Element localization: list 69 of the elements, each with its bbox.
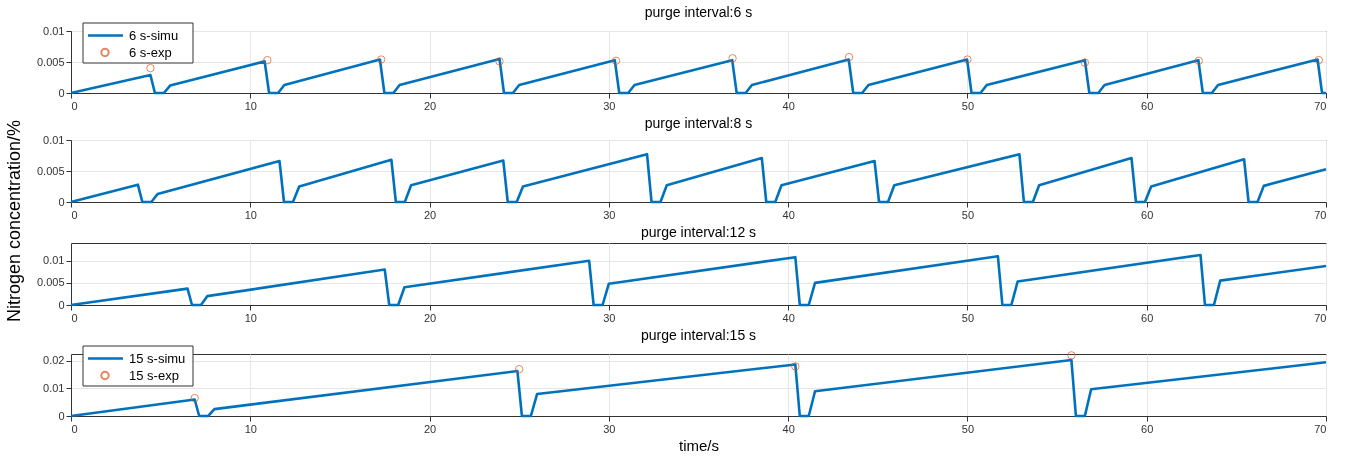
x-tick-label: 40 bbox=[782, 422, 795, 435]
x-tick-label: 60 bbox=[1141, 208, 1154, 221]
legend-label: 15 s-simu bbox=[129, 350, 186, 366]
chart-title: purge interval:15 s bbox=[640, 326, 757, 343]
chart-title: purge interval:6 s bbox=[644, 3, 753, 20]
y-tick-label: 0.01 bbox=[43, 133, 65, 146]
y-tick-label: 0.02 bbox=[43, 354, 65, 367]
x-tick-label: 10 bbox=[244, 422, 257, 435]
y-tick-label: 0.01 bbox=[43, 381, 65, 394]
x-tick-label: 0 bbox=[71, 422, 78, 435]
y-tick-label: 0.005 bbox=[36, 276, 65, 289]
point bbox=[263, 55, 272, 65]
x-tick-label: 20 bbox=[423, 311, 437, 324]
x-tick-label: 10 bbox=[244, 208, 257, 221]
legend-label: 15 s-exp bbox=[129, 367, 179, 383]
point bbox=[146, 64, 155, 73]
legend-label: 6 s-simu bbox=[129, 27, 179, 43]
x-tick-label: 30 bbox=[603, 422, 616, 435]
y-tick-label: 0.005 bbox=[36, 55, 65, 68]
x-tick-label: 60 bbox=[1141, 311, 1154, 324]
x-tick-label: 30 bbox=[603, 208, 616, 221]
x-tick-label: 50 bbox=[961, 99, 975, 112]
x-tick-label: 60 bbox=[1141, 99, 1154, 112]
y-tick-label: 0 bbox=[58, 86, 65, 99]
y-tick-label: 0.01 bbox=[43, 254, 65, 267]
point bbox=[376, 55, 386, 64]
x-axis-title: time/s bbox=[678, 436, 720, 454]
y-tick-label: 0.01 bbox=[43, 24, 65, 37]
x-tick-label: 10 bbox=[244, 99, 257, 112]
x-tick-label: 0 bbox=[71, 99, 78, 112]
x-tick-label: 70 bbox=[1314, 422, 1327, 435]
x-tick-label: 0 bbox=[71, 208, 78, 221]
point bbox=[515, 364, 524, 374]
x-tick-label: 50 bbox=[961, 422, 975, 435]
x-tick-label: 40 bbox=[782, 311, 795, 324]
x-tick-label: 20 bbox=[423, 208, 437, 221]
x-tick-label: 30 bbox=[603, 311, 616, 324]
x-tick-label: 10 bbox=[244, 311, 257, 324]
y-tick-label: 0 bbox=[58, 195, 65, 208]
x-tick-label: 40 bbox=[782, 99, 795, 112]
chart-title: purge interval:8 s bbox=[644, 115, 753, 131]
x-tick-label: 20 bbox=[423, 422, 437, 435]
x-tick-label: 70 bbox=[1314, 99, 1327, 112]
y-tick-label: 0 bbox=[58, 409, 65, 422]
point bbox=[1314, 55, 1324, 65]
point bbox=[728, 54, 737, 63]
x-tick-label: 30 bbox=[603, 99, 616, 112]
point bbox=[190, 393, 199, 403]
point bbox=[495, 57, 504, 66]
x-tick-label: 0 bbox=[71, 311, 78, 324]
point bbox=[1194, 56, 1203, 65]
y-tick-label: 0 bbox=[58, 298, 65, 311]
point bbox=[791, 362, 800, 371]
point bbox=[1067, 351, 1076, 360]
x-tick-label: 40 bbox=[782, 208, 795, 221]
point bbox=[844, 52, 854, 62]
y-tick-label: 0.005 bbox=[36, 164, 65, 177]
y-axis-title: Nitrogen concentration/% bbox=[4, 119, 24, 323]
chart-title: purge interval:12 s bbox=[640, 224, 757, 240]
point bbox=[963, 55, 972, 64]
x-tick-label: 50 bbox=[961, 208, 975, 221]
point bbox=[611, 56, 621, 65]
legend-label: 6 s-exp bbox=[129, 44, 172, 60]
x-tick-label: 20 bbox=[423, 99, 437, 112]
x-tick-label: 50 bbox=[961, 311, 975, 324]
x-tick-label: 70 bbox=[1314, 311, 1327, 324]
x-tick-label: 70 bbox=[1314, 208, 1327, 221]
x-tick-label: 60 bbox=[1141, 422, 1154, 435]
point bbox=[1080, 58, 1090, 67]
